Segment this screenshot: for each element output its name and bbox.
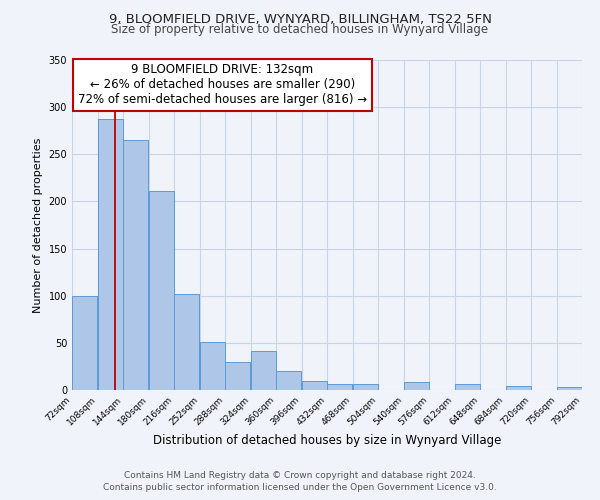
Bar <box>353 384 378 390</box>
Y-axis label: Number of detached properties: Number of detached properties <box>33 138 43 312</box>
Bar <box>276 371 301 390</box>
Text: Size of property relative to detached houses in Wynyard Village: Size of property relative to detached ho… <box>112 22 488 36</box>
Bar <box>404 382 429 390</box>
Bar <box>302 380 327 390</box>
Bar <box>327 384 352 390</box>
Bar <box>72 296 97 390</box>
Text: Contains HM Land Registry data © Crown copyright and database right 2024.
Contai: Contains HM Land Registry data © Crown c… <box>103 471 497 492</box>
Bar <box>225 362 250 390</box>
X-axis label: Distribution of detached houses by size in Wynyard Village: Distribution of detached houses by size … <box>153 434 501 447</box>
Bar <box>506 386 531 390</box>
Bar <box>251 352 276 390</box>
Bar <box>455 384 480 390</box>
Bar <box>98 120 123 390</box>
Bar <box>149 191 174 390</box>
Text: 9, BLOOMFIELD DRIVE, WYNYARD, BILLINGHAM, TS22 5FN: 9, BLOOMFIELD DRIVE, WYNYARD, BILLINGHAM… <box>109 12 491 26</box>
Bar <box>557 387 582 390</box>
Text: 9 BLOOMFIELD DRIVE: 132sqm
← 26% of detached houses are smaller (290)
72% of sem: 9 BLOOMFIELD DRIVE: 132sqm ← 26% of deta… <box>78 64 367 106</box>
Bar <box>174 294 199 390</box>
Bar <box>123 140 148 390</box>
Bar <box>200 342 225 390</box>
